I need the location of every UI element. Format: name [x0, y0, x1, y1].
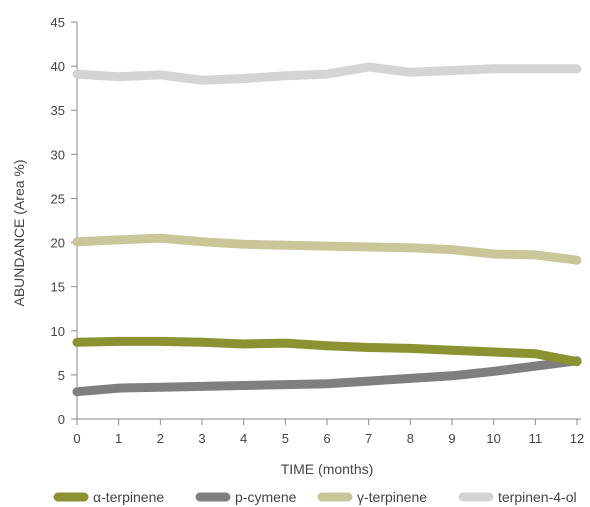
y-tick-label: 25: [51, 191, 65, 206]
y-tick-label: 30: [51, 147, 65, 162]
series-line-4: [72, 62, 582, 85]
series-line-3: [72, 233, 582, 265]
y-tick-label: 45: [51, 15, 65, 30]
x-axis-title: TIME (months): [281, 461, 374, 477]
legend-label: terpinen-4-ol: [498, 489, 577, 505]
x-tick-label: 3: [198, 431, 205, 446]
x-tick-label: 0: [73, 431, 80, 446]
x-tick-label: 9: [448, 431, 455, 446]
x-axis-ticks: 0 1 2 3 4 5 6 7 8 9 10 11 12: [73, 419, 584, 446]
x-tick-label: 12: [570, 431, 584, 446]
x-tick-label: 7: [365, 431, 372, 446]
x-tick-label: 1: [115, 431, 122, 446]
axes: [76, 22, 581, 420]
y-tick-label: 10: [51, 324, 65, 339]
y-axis-title: ABUNDANCE (Area %): [11, 159, 27, 306]
y-tick-label: 5: [58, 368, 65, 383]
series-line-2: [72, 356, 582, 397]
y-axis-ticks: 0 5 10 15 20 25 30 35 40 45: [51, 15, 77, 427]
series-layer: [72, 62, 582, 397]
x-tick-label: 2: [157, 431, 164, 446]
y-tick-label: 0: [58, 412, 65, 427]
x-tick-label: 4: [240, 431, 247, 446]
legend-label: γ-terpinene: [357, 489, 427, 505]
legend-label: α-terpinene: [93, 489, 164, 505]
y-tick-label: 35: [51, 103, 65, 118]
legend-label: p-cymene: [235, 489, 297, 505]
x-tick-label: 10: [486, 431, 500, 446]
y-tick-label: 20: [51, 236, 65, 251]
legend: α-terpinene p-cymene γ-terpinene terpinen-4…: [53, 489, 577, 505]
x-tick-label: 6: [323, 431, 330, 446]
y-tick-label: 40: [51, 59, 65, 74]
x-tick-label: 5: [282, 431, 289, 446]
x-tick-label: 8: [407, 431, 414, 446]
series-line-1: [72, 336, 582, 367]
y-tick-label: 15: [51, 280, 65, 295]
x-tick-label: 11: [529, 431, 543, 446]
